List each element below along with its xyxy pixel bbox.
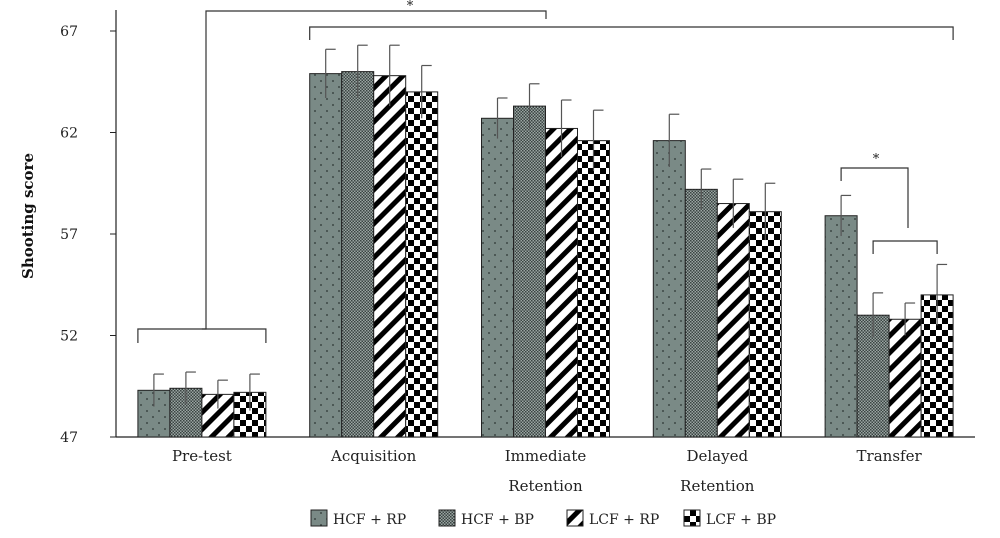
bar: [513, 105, 546, 438]
bar: [888, 318, 922, 438]
y-tick-label: 67: [60, 24, 78, 40]
bar: [341, 71, 375, 438]
bar: [545, 127, 578, 438]
bar: [652, 140, 686, 438]
significance-star: *: [873, 152, 880, 167]
legend-swatch: [683, 509, 701, 527]
significance-star: *: [407, 0, 414, 14]
bar: [684, 188, 718, 438]
x-tick-label: Delayed: [686, 447, 748, 465]
bar: [824, 215, 858, 438]
y-tick-label: 57: [60, 227, 78, 243]
bar: [373, 75, 407, 438]
x-tick-label: Acquisition: [330, 447, 417, 465]
legend-swatch: [310, 509, 328, 527]
legend-label: HCF + BP: [461, 512, 534, 528]
x-tick-label: Retention: [680, 477, 755, 495]
x-tick-label: Immediate: [505, 447, 587, 465]
bar: [481, 117, 514, 438]
y-tick-labels: 47 52 57 62 67: [60, 24, 78, 446]
significance-bracket: [201, 10, 547, 330]
significance-bracket: [872, 240, 938, 254]
x-tick-label: Transfer: [857, 447, 923, 465]
y-axis-label: Shooting score: [19, 153, 37, 279]
bars: [137, 71, 954, 438]
significance-bracket: [840, 167, 909, 228]
x-tick-label: Pre-test: [172, 447, 232, 465]
y-tick-label: 47: [60, 430, 78, 446]
x-tick-label: Retention: [508, 477, 583, 495]
significance-bracket: [309, 26, 954, 40]
bar: [577, 140, 610, 438]
significance-bracket: [137, 328, 267, 343]
legend-label: HCF + RP: [333, 512, 406, 528]
legend-label: LCF + BP: [706, 512, 776, 528]
y-tick-label: 52: [60, 329, 78, 345]
legend-swatch: [566, 509, 584, 527]
legend-swatch: [438, 509, 456, 527]
x-category-labels: Pre-test Acquisition Immediate Retention Del…: [172, 447, 922, 495]
significance-brackets: **: [137, 0, 954, 343]
y-tick-label: 62: [60, 126, 78, 142]
bar: [748, 211, 782, 438]
bar: [309, 73, 343, 438]
legend-label: LCF + RP: [589, 512, 659, 528]
legend: HCF + RP HCF + BP LCF + RP LCF + BP: [310, 509, 776, 528]
bar: [716, 203, 750, 438]
bar: [405, 91, 439, 438]
error-bars: [153, 44, 948, 411]
